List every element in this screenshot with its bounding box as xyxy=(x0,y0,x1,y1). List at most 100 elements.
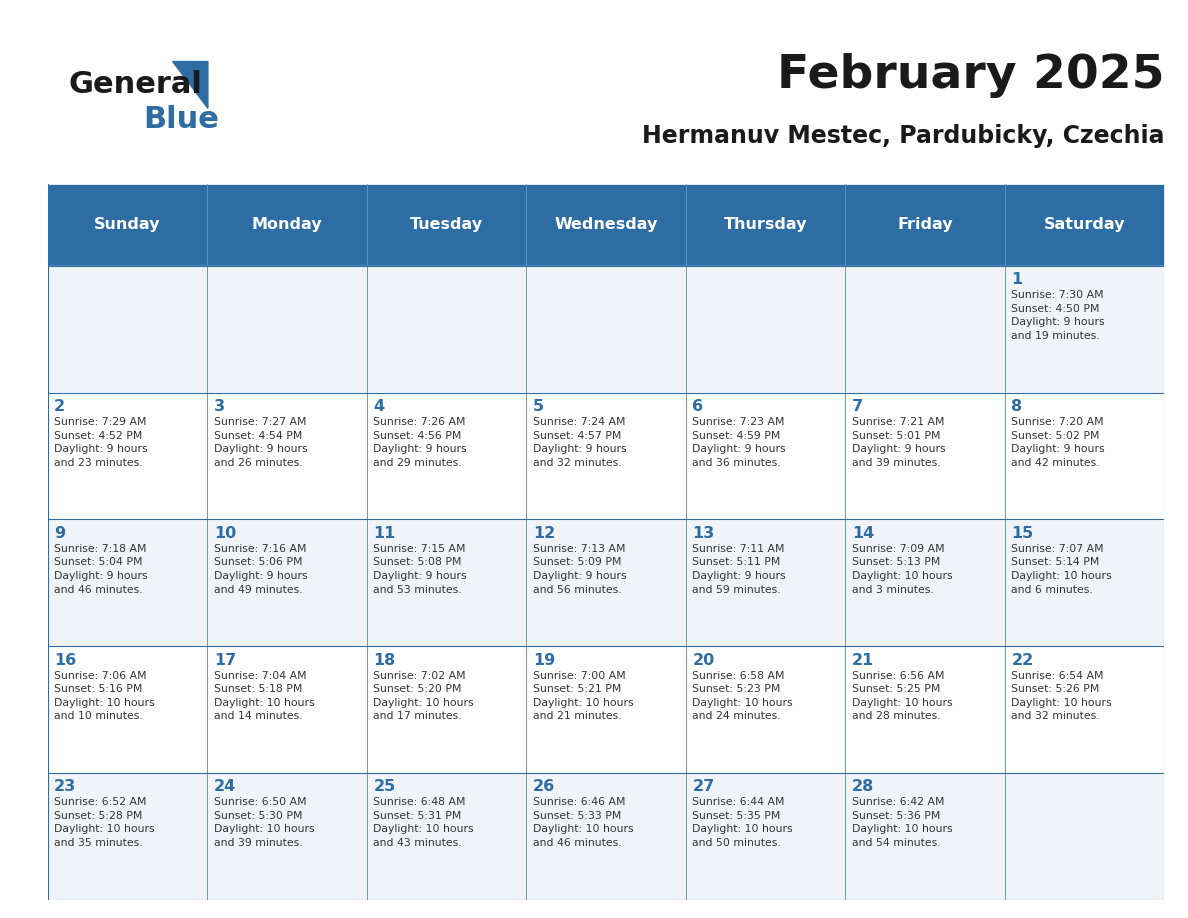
Bar xyxy=(207,520,367,646)
Bar xyxy=(685,266,845,393)
Bar xyxy=(367,773,526,900)
Bar xyxy=(845,184,1005,266)
Text: Wednesday: Wednesday xyxy=(554,218,658,232)
Text: 25: 25 xyxy=(373,779,396,794)
Bar xyxy=(1005,184,1164,266)
Text: Hermanuv Mestec, Pardubicky, Czechia: Hermanuv Mestec, Pardubicky, Czechia xyxy=(642,124,1164,148)
Text: 1: 1 xyxy=(1011,273,1023,287)
Text: Sunrise: 7:27 AM
Sunset: 4:54 PM
Daylight: 9 hours
and 26 minutes.: Sunrise: 7:27 AM Sunset: 4:54 PM Dayligh… xyxy=(214,417,308,468)
Text: 10: 10 xyxy=(214,526,236,541)
Text: Sunrise: 7:26 AM
Sunset: 4:56 PM
Daylight: 9 hours
and 29 minutes.: Sunrise: 7:26 AM Sunset: 4:56 PM Dayligh… xyxy=(373,417,467,468)
Text: Sunrise: 6:52 AM
Sunset: 5:28 PM
Daylight: 10 hours
and 35 minutes.: Sunrise: 6:52 AM Sunset: 5:28 PM Dayligh… xyxy=(55,797,154,848)
Bar xyxy=(48,520,207,646)
Text: 19: 19 xyxy=(532,653,555,667)
Bar xyxy=(685,393,845,520)
Text: Sunrise: 7:30 AM
Sunset: 4:50 PM
Daylight: 9 hours
and 19 minutes.: Sunrise: 7:30 AM Sunset: 4:50 PM Dayligh… xyxy=(1011,290,1105,341)
Text: Monday: Monday xyxy=(252,218,322,232)
Text: 26: 26 xyxy=(532,779,555,794)
Text: 14: 14 xyxy=(852,526,874,541)
Text: Sunrise: 7:02 AM
Sunset: 5:20 PM
Daylight: 10 hours
and 17 minutes.: Sunrise: 7:02 AM Sunset: 5:20 PM Dayligh… xyxy=(373,670,474,722)
Text: Sunrise: 7:00 AM
Sunset: 5:21 PM
Daylight: 10 hours
and 21 minutes.: Sunrise: 7:00 AM Sunset: 5:21 PM Dayligh… xyxy=(532,670,633,722)
Text: Sunrise: 7:15 AM
Sunset: 5:08 PM
Daylight: 9 hours
and 53 minutes.: Sunrise: 7:15 AM Sunset: 5:08 PM Dayligh… xyxy=(373,543,467,595)
Bar xyxy=(367,393,526,520)
Bar xyxy=(367,520,526,646)
Bar xyxy=(1005,393,1164,520)
Bar xyxy=(685,184,845,266)
Text: Sunrise: 7:20 AM
Sunset: 5:02 PM
Daylight: 9 hours
and 42 minutes.: Sunrise: 7:20 AM Sunset: 5:02 PM Dayligh… xyxy=(1011,417,1105,468)
Bar xyxy=(845,646,1005,773)
Text: 15: 15 xyxy=(1011,526,1034,541)
Text: Sunrise: 6:58 AM
Sunset: 5:23 PM
Daylight: 10 hours
and 24 minutes.: Sunrise: 6:58 AM Sunset: 5:23 PM Dayligh… xyxy=(693,670,792,722)
Text: Sunrise: 6:46 AM
Sunset: 5:33 PM
Daylight: 10 hours
and 46 minutes.: Sunrise: 6:46 AM Sunset: 5:33 PM Dayligh… xyxy=(532,797,633,848)
Text: Friday: Friday xyxy=(897,218,953,232)
Text: 3: 3 xyxy=(214,399,225,414)
Text: 21: 21 xyxy=(852,653,874,667)
Text: General: General xyxy=(69,71,203,99)
Text: 27: 27 xyxy=(693,779,715,794)
Bar xyxy=(526,773,685,900)
Bar xyxy=(367,646,526,773)
Text: Sunrise: 6:42 AM
Sunset: 5:36 PM
Daylight: 10 hours
and 54 minutes.: Sunrise: 6:42 AM Sunset: 5:36 PM Dayligh… xyxy=(852,797,953,848)
Text: 16: 16 xyxy=(55,653,76,667)
Bar xyxy=(1005,773,1164,900)
Text: Sunrise: 6:44 AM
Sunset: 5:35 PM
Daylight: 10 hours
and 50 minutes.: Sunrise: 6:44 AM Sunset: 5:35 PM Dayligh… xyxy=(693,797,792,848)
Text: Thursday: Thursday xyxy=(723,218,807,232)
Bar xyxy=(48,646,207,773)
Bar xyxy=(685,520,845,646)
Text: Sunrise: 6:50 AM
Sunset: 5:30 PM
Daylight: 10 hours
and 39 minutes.: Sunrise: 6:50 AM Sunset: 5:30 PM Dayligh… xyxy=(214,797,315,848)
Text: Sunrise: 7:24 AM
Sunset: 4:57 PM
Daylight: 9 hours
and 32 minutes.: Sunrise: 7:24 AM Sunset: 4:57 PM Dayligh… xyxy=(532,417,626,468)
Text: Sunrise: 6:54 AM
Sunset: 5:26 PM
Daylight: 10 hours
and 32 minutes.: Sunrise: 6:54 AM Sunset: 5:26 PM Dayligh… xyxy=(1011,670,1112,722)
Bar xyxy=(367,184,526,266)
Bar xyxy=(685,773,845,900)
Bar xyxy=(207,646,367,773)
Bar xyxy=(207,773,367,900)
Bar xyxy=(845,393,1005,520)
Bar xyxy=(48,184,207,266)
Bar xyxy=(207,393,367,520)
Bar xyxy=(207,184,367,266)
Bar xyxy=(367,266,526,393)
Text: Sunrise: 6:48 AM
Sunset: 5:31 PM
Daylight: 10 hours
and 43 minutes.: Sunrise: 6:48 AM Sunset: 5:31 PM Dayligh… xyxy=(373,797,474,848)
Bar xyxy=(526,266,685,393)
Text: 9: 9 xyxy=(55,526,65,541)
Text: 23: 23 xyxy=(55,779,76,794)
Text: 7: 7 xyxy=(852,399,862,414)
Text: Sunrise: 7:11 AM
Sunset: 5:11 PM
Daylight: 9 hours
and 59 minutes.: Sunrise: 7:11 AM Sunset: 5:11 PM Dayligh… xyxy=(693,543,786,595)
Text: Sunrise: 7:09 AM
Sunset: 5:13 PM
Daylight: 10 hours
and 3 minutes.: Sunrise: 7:09 AM Sunset: 5:13 PM Dayligh… xyxy=(852,543,953,595)
Text: Sunrise: 7:29 AM
Sunset: 4:52 PM
Daylight: 9 hours
and 23 minutes.: Sunrise: 7:29 AM Sunset: 4:52 PM Dayligh… xyxy=(55,417,147,468)
Text: Sunrise: 7:16 AM
Sunset: 5:06 PM
Daylight: 9 hours
and 49 minutes.: Sunrise: 7:16 AM Sunset: 5:06 PM Dayligh… xyxy=(214,543,308,595)
Text: 4: 4 xyxy=(373,399,385,414)
Bar xyxy=(207,266,367,393)
Text: Saturday: Saturday xyxy=(1044,218,1125,232)
Bar xyxy=(845,266,1005,393)
Text: 17: 17 xyxy=(214,653,236,667)
Text: Sunrise: 7:04 AM
Sunset: 5:18 PM
Daylight: 10 hours
and 14 minutes.: Sunrise: 7:04 AM Sunset: 5:18 PM Dayligh… xyxy=(214,670,315,722)
Bar xyxy=(1005,266,1164,393)
Text: 20: 20 xyxy=(693,653,715,667)
Text: 13: 13 xyxy=(693,526,715,541)
Text: Sunrise: 7:18 AM
Sunset: 5:04 PM
Daylight: 9 hours
and 46 minutes.: Sunrise: 7:18 AM Sunset: 5:04 PM Dayligh… xyxy=(55,543,147,595)
Text: 8: 8 xyxy=(1011,399,1023,414)
Bar xyxy=(1005,520,1164,646)
Text: 28: 28 xyxy=(852,779,874,794)
Text: 5: 5 xyxy=(532,399,544,414)
Bar xyxy=(526,184,685,266)
Text: 11: 11 xyxy=(373,526,396,541)
Bar xyxy=(48,393,207,520)
Text: February 2025: February 2025 xyxy=(777,52,1164,98)
Text: 18: 18 xyxy=(373,653,396,667)
Text: 22: 22 xyxy=(1011,653,1034,667)
Bar xyxy=(845,520,1005,646)
Bar xyxy=(526,520,685,646)
Bar xyxy=(1005,646,1164,773)
Text: Sunrise: 6:56 AM
Sunset: 5:25 PM
Daylight: 10 hours
and 28 minutes.: Sunrise: 6:56 AM Sunset: 5:25 PM Dayligh… xyxy=(852,670,953,722)
Text: Tuesday: Tuesday xyxy=(410,218,482,232)
Bar xyxy=(845,773,1005,900)
Bar xyxy=(48,266,207,393)
Bar xyxy=(526,393,685,520)
Text: 6: 6 xyxy=(693,399,703,414)
Text: Sunrise: 7:23 AM
Sunset: 4:59 PM
Daylight: 9 hours
and 36 minutes.: Sunrise: 7:23 AM Sunset: 4:59 PM Dayligh… xyxy=(693,417,786,468)
Polygon shape xyxy=(172,62,208,108)
Text: 2: 2 xyxy=(55,399,65,414)
Bar xyxy=(526,646,685,773)
